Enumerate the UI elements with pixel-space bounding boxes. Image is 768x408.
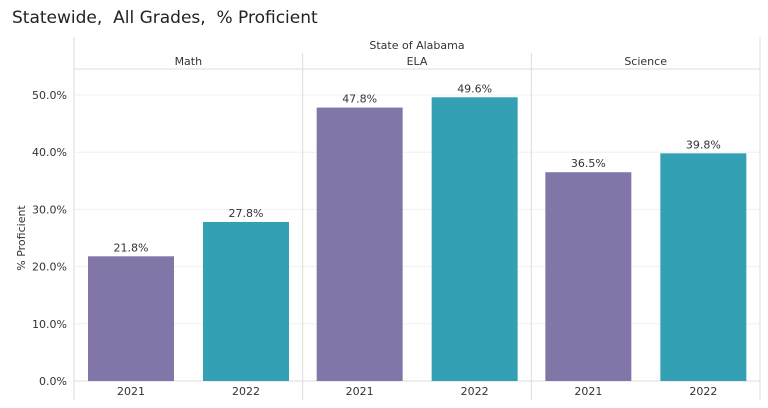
bar xyxy=(203,221,289,381)
data-label: 21.8% xyxy=(114,241,149,254)
data-label: 36.5% xyxy=(571,157,606,170)
x-tick-label: 2021 xyxy=(346,385,374,398)
bar xyxy=(431,97,518,382)
chart-title: Statewide, All Grades, % Proficient xyxy=(12,8,318,28)
y-tick-label: 30.0% xyxy=(32,203,67,216)
bar xyxy=(88,256,174,381)
y-tick-label: 50.0% xyxy=(32,89,67,102)
data-label: 47.8% xyxy=(342,93,377,106)
bar xyxy=(660,153,747,381)
y-axis-label: % Proficient xyxy=(15,205,28,271)
data-label: 27.8% xyxy=(229,207,264,220)
panel-label: Science xyxy=(624,55,667,68)
y-tick-label: 40.0% xyxy=(32,146,67,159)
y-tick-label: 10.0% xyxy=(32,318,67,331)
x-tick-label: 2021 xyxy=(574,385,602,398)
x-tick-label: 2022 xyxy=(232,385,260,398)
bar xyxy=(316,107,403,382)
x-tick-label: 2022 xyxy=(461,385,489,398)
bar xyxy=(545,172,632,381)
data-label: 39.8% xyxy=(686,138,721,151)
y-tick-label: 0.0% xyxy=(39,375,67,388)
data-label: 49.6% xyxy=(457,82,492,95)
panel-label: ELA xyxy=(407,55,428,68)
header-label: State of Alabama xyxy=(369,39,464,52)
x-tick-label: 2022 xyxy=(689,385,717,398)
x-tick-label: 2021 xyxy=(117,385,145,398)
y-tick-label: 20.0% xyxy=(32,261,67,274)
panel-label: Math xyxy=(175,55,203,68)
